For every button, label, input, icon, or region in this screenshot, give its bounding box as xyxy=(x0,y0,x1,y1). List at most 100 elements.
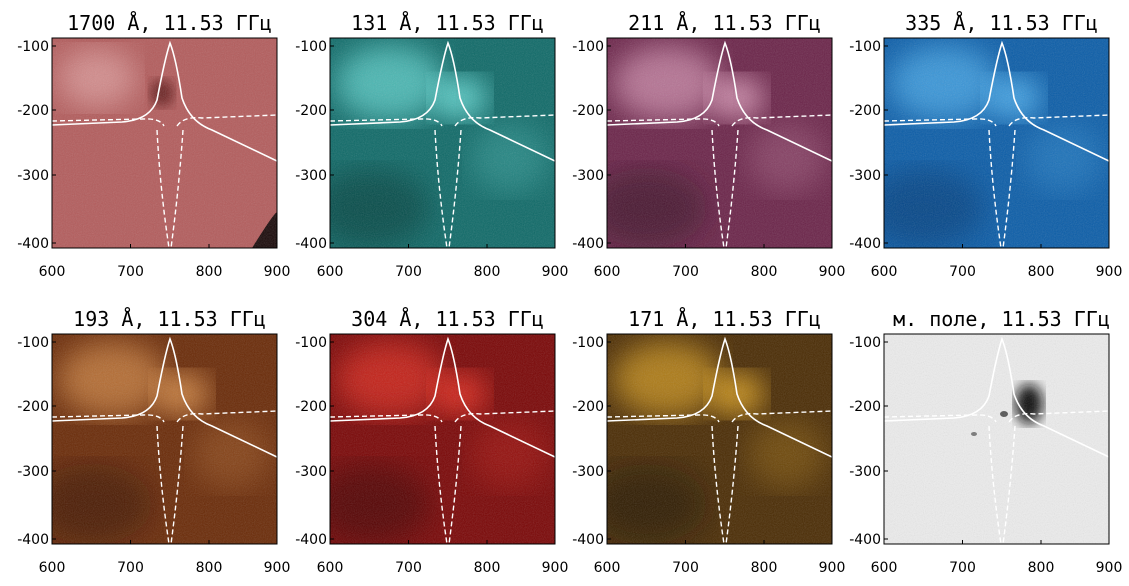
x-tick-label: 900 xyxy=(819,264,846,280)
y-tick-label: -300 xyxy=(17,464,49,480)
x-tick-label: 700 xyxy=(395,560,422,576)
y-tick-label: -400 xyxy=(849,532,881,548)
y-tick-label: -200 xyxy=(849,103,881,119)
x-tick-label: 900 xyxy=(264,560,291,576)
solar-image xyxy=(330,38,555,248)
contour-overlay xyxy=(884,40,1109,248)
x-tick-label: 700 xyxy=(395,264,422,280)
x-tick-label: 600 xyxy=(39,264,66,280)
y-tick-label: -100 xyxy=(572,335,604,351)
solar-image xyxy=(607,38,832,248)
contour-overlay xyxy=(884,336,1109,544)
x-tick-label: 700 xyxy=(117,264,144,280)
panel-frame xyxy=(606,333,833,545)
panel-frame xyxy=(329,333,556,545)
panel-frame xyxy=(329,37,556,249)
x-tick-label: 900 xyxy=(1096,560,1123,576)
y-tick-label: -300 xyxy=(17,168,49,184)
solar-image xyxy=(884,334,1109,544)
y-tick-label: -200 xyxy=(17,399,49,415)
panel-p1700: 1700 Å, 11.53 ГГц -100 -200 -300 -400 600 700 8… xyxy=(17,11,290,280)
panels-grid: 1700 Å, 11.53 ГГц -100 -200 -300 -400 600 700 8… xyxy=(17,11,1122,576)
x-tick-label: 700 xyxy=(949,264,976,280)
y-tick-label: -400 xyxy=(295,532,327,548)
panel-frame xyxy=(51,37,278,249)
y-tick-label: -300 xyxy=(849,464,881,480)
y-tick-label: -200 xyxy=(572,103,604,119)
panel-title: 171 Å, 11.53 ГГц xyxy=(628,307,821,331)
y-tick-label: -200 xyxy=(17,103,49,119)
x-tick-label: 600 xyxy=(317,264,344,280)
x-tick-label: 800 xyxy=(751,264,778,280)
y-tick-label: -400 xyxy=(295,236,327,252)
panel-title: м. поле, 11.53 ГГц xyxy=(893,307,1110,331)
x-tick-label: 800 xyxy=(1028,560,1055,576)
x-tick-label: 900 xyxy=(1096,264,1123,280)
x-tick-label: 600 xyxy=(871,560,898,576)
contour-overlay xyxy=(52,336,277,544)
y-tick-label: -400 xyxy=(572,236,604,252)
x-tick-label: 800 xyxy=(1028,264,1055,280)
x-tick-label: 800 xyxy=(474,264,501,280)
x-tick-label: 900 xyxy=(542,560,569,576)
panel-p193: 193 Å, 11.53 ГГц -100 -200 -300 -400 600 700 80… xyxy=(17,307,290,576)
panel-p335: 335 Å, 11.53 ГГц -100 -200 -300 -400 600 700 80… xyxy=(849,11,1122,280)
x-tick-label: 600 xyxy=(871,264,898,280)
x-tick-label: 700 xyxy=(672,560,699,576)
contour-overlay xyxy=(607,336,832,544)
contour-overlay xyxy=(52,40,277,248)
y-tick-label: -300 xyxy=(572,464,604,480)
solar-image xyxy=(52,38,277,248)
y-tick-label: -100 xyxy=(849,39,881,55)
panel-title: 304 Å, 11.53 ГГц xyxy=(351,307,544,331)
x-tick-label: 600 xyxy=(39,560,66,576)
y-tick-label: -400 xyxy=(572,532,604,548)
y-tick-label: -200 xyxy=(849,399,881,415)
y-tick-label: -300 xyxy=(295,464,327,480)
x-tick-label: 900 xyxy=(542,264,569,280)
panel-frame xyxy=(883,37,1110,249)
panel-p131: 131 Å, 11.53 ГГц -100 -200 -300 -400 600 700 80… xyxy=(295,11,568,280)
panel-frame xyxy=(883,333,1110,545)
x-tick-label: 700 xyxy=(949,560,976,576)
x-tick-label: 600 xyxy=(594,560,621,576)
y-tick-label: -400 xyxy=(17,236,49,252)
panel-frame xyxy=(51,333,278,545)
y-tick-label: -100 xyxy=(295,39,327,55)
y-tick-label: -100 xyxy=(17,39,49,55)
panel-p171: 171 Å, 11.53 ГГц -100 -200 -300 -400 600 700 80… xyxy=(572,307,845,576)
panel-frame xyxy=(606,37,833,249)
contour-overlay xyxy=(607,40,832,248)
panel-title: 1700 Å, 11.53 ГГц xyxy=(67,11,272,35)
panel-p304: 304 Å, 11.53 ГГц -100 -200 -300 -400 600 700 80… xyxy=(295,307,568,576)
y-tick-label: -200 xyxy=(572,399,604,415)
x-tick-label: 700 xyxy=(117,560,144,576)
panel-title: 335 Å, 11.53 ГГц xyxy=(905,11,1098,35)
panel-title: 211 Å, 11.53 ГГц xyxy=(628,11,821,35)
solar-image xyxy=(330,334,555,544)
x-tick-label: 800 xyxy=(196,264,223,280)
y-tick-label: -100 xyxy=(17,335,49,351)
x-tick-label: 600 xyxy=(317,560,344,576)
y-tick-label: -300 xyxy=(295,168,327,184)
x-tick-label: 800 xyxy=(196,560,223,576)
y-tick-label: -300 xyxy=(849,168,881,184)
contour-overlay xyxy=(330,336,555,544)
y-tick-label: -300 xyxy=(572,168,604,184)
y-tick-label: -400 xyxy=(849,236,881,252)
solar-image xyxy=(607,334,832,544)
x-tick-label: 700 xyxy=(672,264,699,280)
panel-p211: 211 Å, 11.53 ГГц -100 -200 -300 -400 600 700 80… xyxy=(572,11,845,280)
panel-title: 193 Å, 11.53 ГГц xyxy=(73,307,266,331)
x-tick-label: 800 xyxy=(474,560,501,576)
panel-title: 131 Å, 11.53 ГГц xyxy=(351,11,544,35)
y-tick-label: -400 xyxy=(17,532,49,548)
y-tick-label: -200 xyxy=(295,399,327,415)
x-tick-label: 900 xyxy=(819,560,846,576)
y-tick-label: -100 xyxy=(295,335,327,351)
solar-image xyxy=(884,38,1109,248)
panel-pmag: м. поле, 11.53 ГГц -100 -200 -300 -400 600 700… xyxy=(849,307,1122,576)
x-tick-label: 800 xyxy=(751,560,778,576)
y-tick-label: -100 xyxy=(849,335,881,351)
x-tick-label: 600 xyxy=(594,264,621,280)
